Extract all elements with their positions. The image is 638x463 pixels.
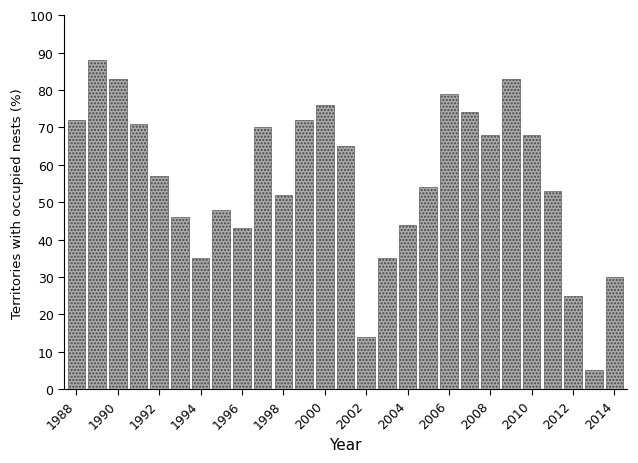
Bar bbox=[295, 120, 313, 389]
Bar bbox=[399, 225, 417, 389]
Bar bbox=[130, 125, 147, 389]
Bar bbox=[357, 337, 375, 389]
Bar bbox=[88, 61, 106, 389]
Bar bbox=[605, 277, 623, 389]
Bar bbox=[564, 296, 582, 389]
Bar bbox=[378, 259, 396, 389]
Bar bbox=[461, 113, 478, 389]
Bar bbox=[109, 80, 126, 389]
Bar bbox=[316, 106, 334, 389]
Bar bbox=[544, 192, 561, 389]
Bar bbox=[274, 195, 292, 389]
Bar bbox=[68, 120, 85, 389]
Bar bbox=[151, 176, 168, 389]
Bar bbox=[254, 128, 271, 389]
Bar bbox=[585, 371, 602, 389]
Bar bbox=[171, 218, 189, 389]
Bar bbox=[523, 136, 540, 389]
Bar bbox=[192, 259, 209, 389]
Y-axis label: Territories with occupied nests (%): Territories with occupied nests (%) bbox=[11, 88, 24, 318]
Bar bbox=[419, 188, 437, 389]
Bar bbox=[212, 210, 230, 389]
Bar bbox=[337, 147, 354, 389]
Bar bbox=[233, 229, 251, 389]
Bar bbox=[502, 80, 520, 389]
Bar bbox=[440, 94, 457, 389]
X-axis label: Year: Year bbox=[329, 437, 362, 452]
Bar bbox=[482, 136, 499, 389]
